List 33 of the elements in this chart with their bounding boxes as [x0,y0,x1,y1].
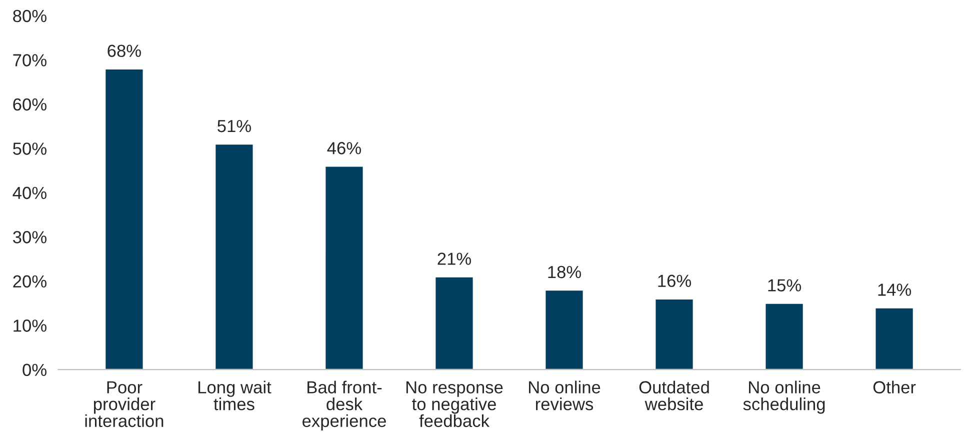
data-label: 46% [327,142,361,154]
y-tick-label: 60% [13,98,46,111]
x-tick-label: Poor provider interaction [85,381,164,428]
data-label: 18% [548,266,582,278]
x-tick-label: Other [873,380,916,394]
data-label: 21% [438,252,471,265]
data-label: 14% [878,284,912,296]
y-tick-label: 70% [13,54,46,66]
data-label: 51% [218,120,251,132]
y-tick-label: 10% [14,320,46,332]
x-tick-label: No response to negative feedback [406,381,503,428]
x-tick-label: Bad front- desk experience [302,380,386,431]
y-tick-label: 30% [13,231,46,244]
data-label: 16% [658,274,692,288]
y-tick-label: 20% [13,275,46,288]
y-tick-label: 80% [13,10,46,22]
bar [874,306,914,370]
bar [104,68,144,370]
y-tick-label: 0% [22,364,46,376]
bar [324,165,364,370]
x-tick-label: No online reviews [529,380,600,410]
bar [654,298,694,370]
data-label: 15% [768,279,802,292]
bar [544,289,584,370]
bar [764,302,804,370]
y-tick-label: 40% [12,186,46,200]
x-tick-label: No online scheduling [743,380,825,414]
x-tick-label: Outdated website [639,380,709,410]
data-label: 68% [108,44,141,58]
y-tick-label: 50% [13,142,46,155]
bar [214,143,254,370]
x-tick-label: Long wait times [198,380,272,410]
bar [434,276,474,370]
